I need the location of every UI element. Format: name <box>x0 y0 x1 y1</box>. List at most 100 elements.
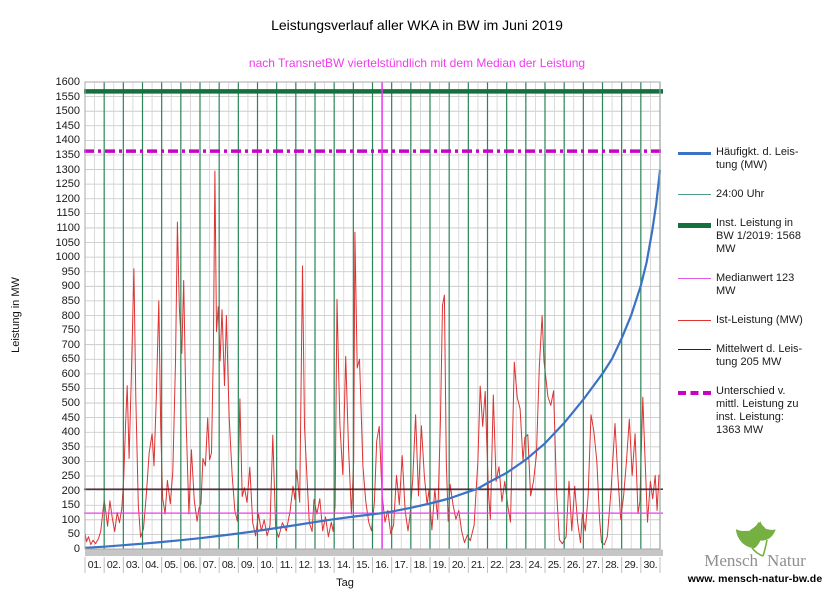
x-axis-title: Tag <box>336 577 354 589</box>
x-tick-label: 09. <box>241 559 255 571</box>
x-tick-label: 07. <box>202 559 217 571</box>
y-tick-label: 1100 <box>56 221 80 234</box>
y-tick-label: 1250 <box>55 178 80 191</box>
legend-line-mittelwert <box>678 349 711 350</box>
x-tick-label: 08. <box>221 559 236 571</box>
y-tick-label: 500 <box>61 397 80 410</box>
x-tick-label: 17. <box>394 559 409 571</box>
legend-label-medianwert: Medianwert 123 MW <box>716 272 795 297</box>
series-ist-leistung <box>84 170 660 546</box>
y-tick-label: 1000 <box>55 251 80 264</box>
legend-label-24-uhr: 24:00 Uhr <box>716 188 765 200</box>
y-tick-label: 800 <box>61 309 80 322</box>
x-axis-band <box>85 549 663 556</box>
legend-item-24-uhr: 24:00 Uhr <box>678 188 832 201</box>
legend-item-unterschied: Unterschied v. mittl. Leistung zu inst. Le… <box>678 385 832 437</box>
legend-label-ist-leistung: Ist-Leistung (MW) <box>716 314 803 326</box>
y-tick-label: 900 <box>61 280 80 293</box>
x-tick-label: 12. <box>298 559 313 571</box>
x-tick-label: 25. <box>547 559 562 571</box>
chart-title: Leistungsverlauf aller WKA in BW im Juni… <box>271 17 563 33</box>
x-tick-label: 29. <box>624 559 639 571</box>
y-tick-label: 1350 <box>55 148 80 161</box>
legend-label-haeufigkeit-leistung: Häufigkt. d. Leis-tung (MW) <box>716 146 799 171</box>
brand-mensch: Mensch <box>704 551 759 570</box>
legend-item-medianwert: Medianwert 123 MW <box>678 272 832 298</box>
y-tick-label: 250 <box>61 470 80 483</box>
x-tick-label: 21. <box>471 559 485 571</box>
y-tick-label: 1500 <box>55 105 80 118</box>
y-tick-label: 1400 <box>55 134 80 147</box>
x-tick-label: 30. <box>643 559 658 571</box>
series-haeufigkeit <box>84 169 662 549</box>
x-tick-label: 27. <box>586 559 600 571</box>
x-tick-label: 14. <box>336 559 351 571</box>
x-tick-label: 02. <box>106 559 121 571</box>
legend-label-inst-leistung: Inst. Leistung in BW 1/2019: 1568 MW <box>716 217 802 255</box>
x-tick-label: 18. <box>413 559 428 571</box>
y-tick-label: 400 <box>61 426 80 439</box>
legend-line-medianwert <box>678 278 711 279</box>
y-tick-label: 450 <box>61 411 80 424</box>
x-tick-label: 03. <box>126 559 140 571</box>
y-tick-label: 550 <box>61 382 80 395</box>
y-tick-label: 50 <box>67 528 80 541</box>
brand-name: Mensch Natur <box>676 551 834 571</box>
y-tick-label: 1050 <box>55 236 80 249</box>
y-tick-label: 650 <box>61 353 80 366</box>
x-tick-label: 10. <box>260 559 274 571</box>
x-tick-label: 19. <box>432 559 447 571</box>
y-tick-label: 0 <box>73 543 80 555</box>
ginkgo-leaf-icon <box>728 516 786 563</box>
x-tick-label: 13. <box>317 559 332 571</box>
legend-item-ist-leistung: Ist-Leistung (MW) <box>678 314 832 327</box>
legend-line-ist-leistung <box>678 320 711 321</box>
legend-label-unterschied: Unterschied v. mittl. Leistung zu inst. Le… <box>716 385 799 436</box>
legend-item-mittelwert: Mittelwert d. Leis-tung 205 MW <box>678 343 832 369</box>
y-tick-label: 300 <box>61 455 80 468</box>
y-tick-label: 1550 <box>55 90 80 103</box>
y-tick-label: 200 <box>61 484 80 497</box>
y-tick-label: 100 <box>61 513 80 526</box>
chart-subtitle: nach TransnetBW viertelstündlich mit dem… <box>248 56 586 70</box>
y-tick-label: 850 <box>61 294 80 307</box>
y-tick-label: 1200 <box>55 192 80 205</box>
x-tick-label: 22. <box>490 559 504 571</box>
brand-url: www. mensch-natur-bw.de <box>687 573 823 585</box>
y-tick-label: 1600 <box>55 76 80 88</box>
x-tick-label: 28. <box>605 559 619 571</box>
legend-line-unterschied <box>678 391 711 395</box>
x-tick-label: 24. <box>528 559 543 571</box>
x-tick-label: 26. <box>566 559 581 571</box>
legend-item-inst-leistung: Inst. Leistung in BW 1/2019: 1568 MW <box>678 217 832 256</box>
x-tick-label: 01. <box>87 559 102 571</box>
y-tick-label: 1150 <box>56 207 80 220</box>
brand-natur: Natur <box>767 551 806 570</box>
y-tick-label: 150 <box>61 499 80 512</box>
legend-item-haeufigkeit-leistung: Häufigkt. d. Leis-tung (MW) <box>678 146 832 172</box>
x-tick-label: 06. <box>183 559 198 571</box>
legend-line-24-uhr <box>678 194 711 195</box>
x-tick-label: 11. <box>279 559 293 571</box>
x-tick-label: 16. <box>375 559 389 571</box>
legend-line-inst-leistung <box>678 223 711 228</box>
legend-line-haeufigkeit-leistung <box>678 152 711 155</box>
y-tick-label: 600 <box>61 367 80 380</box>
legend-label-mittelwert: Mittelwert d. Leis-tung 205 MW <box>716 343 803 368</box>
y-tick-label: 700 <box>61 338 80 351</box>
y-tick-label: 1300 <box>55 163 80 176</box>
x-tick-label: 04. <box>145 559 159 571</box>
x-tick-label: 05. <box>164 559 179 571</box>
y-tick-label: 750 <box>61 324 80 337</box>
x-tick-label: 23. <box>509 559 524 571</box>
y-axis-title: Leistung in MW <box>10 277 22 353</box>
x-tick-label: 20. <box>451 559 466 571</box>
y-tick-label: 1450 <box>55 119 80 132</box>
chart-legend: Häufigkt. d. Leis-tung (MW) 24:00 Uhr Inst… <box>678 146 832 453</box>
x-tick-label: 15. <box>356 559 370 571</box>
y-tick-label: 950 <box>61 265 80 278</box>
plot-border <box>84 81 661 550</box>
y-tick-label: 350 <box>61 440 80 453</box>
